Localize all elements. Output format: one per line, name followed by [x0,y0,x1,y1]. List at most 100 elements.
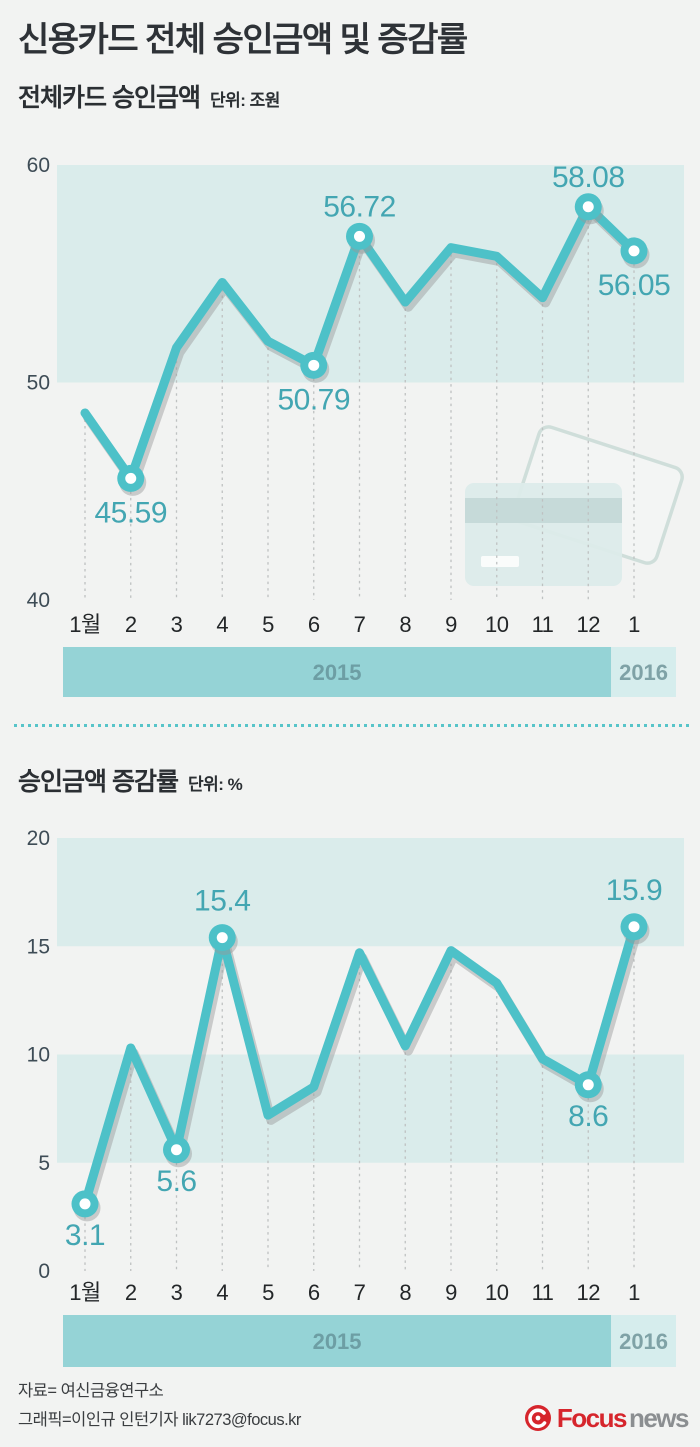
graphic-credit: 그래픽=이인규 인턴기자 lik7273@focus.kr [18,1411,301,1429]
x-tick-label: 8 [399,1280,411,1305]
chart2-header: 승인금액 증감률 단위: % [18,762,243,798]
data-point-marker [208,924,236,952]
y-tick-label: 60 [27,154,50,177]
data-point-label: 5.6 [156,1165,196,1198]
data-point-marker-center [628,921,640,933]
y-tick-label: 5 [38,1152,50,1175]
focusnews-logo-icon [524,1405,551,1431]
x-tick-label: 10 [485,612,509,637]
data-point-marker [71,1190,99,1218]
x-tick-label: 12 [577,612,601,637]
data-point-marker-center [582,201,594,213]
data-point-marker-center [354,230,365,242]
data-point-marker [620,913,648,941]
data-point-label: 50.79 [277,383,350,416]
marker-shadow [119,468,147,496]
x-tick-label: 1 [628,1280,640,1305]
data-point-label: 58.08 [552,161,625,194]
x-tick-label: 10 [485,1280,509,1305]
data-point-marker-center [171,1144,182,1156]
x-tick-label: 1월 [69,612,100,637]
data-point-marker [346,222,373,250]
x-tick-label: 9 [445,1280,457,1305]
data-point-marker-center [216,932,228,944]
year-band-2015 [63,647,612,697]
x-tick-label: 4 [216,612,228,637]
data-point-label: 45.59 [94,496,167,529]
data-point-label: 8.6 [568,1100,608,1133]
y-tick-label: 15 [27,935,50,958]
data-point-marker-center [582,1079,594,1091]
x-tick-label: 4 [216,1280,228,1305]
data-point-label: 15.4 [194,885,250,918]
year-band-2016 [611,647,676,697]
page-title: 신용카드 전체 승인금액 및 증감률 [18,21,468,59]
x-tick-label: 12 [577,1280,601,1305]
x-tick-label: 8 [399,612,411,637]
data-point-label: 56.72 [323,190,396,223]
y-tick-label: 0 [38,1260,50,1283]
marker-shadow [348,226,375,254]
marker-shadow [210,928,238,956]
data-point-marker-center [308,359,320,371]
source-credit: 자료= 여신금융연구소 [18,1382,164,1400]
marker-shadow [73,1194,101,1222]
card-magnetic-stripe [465,498,622,523]
data-point-marker-center [79,1198,91,1210]
credit-card-back [512,425,684,565]
focusnews-logo: Focus news [524,1402,690,1434]
credit-card-front [465,483,622,586]
chart2-unit-label: 단위: % [187,775,243,794]
x-tick-label: 1월 [69,1280,100,1305]
chart1-header: 전체카드 승인금액 단위: 조원 [18,78,280,114]
series-line [80,202,639,483]
x-tick-label: 2 [125,1280,137,1305]
data-point-marker-center [125,472,137,484]
y-tick-label: 10 [27,1044,50,1067]
year-band-label: 2016 [619,660,668,685]
section-separator [14,724,690,727]
chart2-title: 승인금액 증감률 [18,768,179,796]
y-tick-label: 50 [27,372,50,395]
x-tick-label: 7 [354,1280,366,1305]
data-point-marker [574,193,602,221]
marker-shadow [576,1075,604,1103]
card-signature-box [481,556,519,567]
x-tick-label: 2 [125,612,137,637]
x-tick-label: 6 [308,612,320,637]
plot-band [57,838,684,947]
marker-shadow [165,1140,192,1168]
data-point-label: 3.1 [65,1219,105,1252]
marker-shadow [302,355,330,383]
y-tick-label: 40 [27,589,50,612]
x-tick-label: 3 [171,612,183,637]
data-point-marker [620,237,648,265]
x-tick-label: 1 [628,612,640,637]
series-line [80,922,639,1209]
x-tick-label: 11 [532,1280,554,1305]
year-band-label: 2016 [619,1329,668,1354]
series-line-shadow [83,207,642,489]
x-tick-label: 9 [445,612,457,637]
chart1-unit-label: 단위: 조원 [209,91,280,110]
x-tick-label: 5 [262,1280,274,1305]
credit-card-illustration [465,425,684,586]
data-point-marker [300,351,328,379]
x-tick-label: 5 [262,612,274,637]
x-tick-label: 11 [532,612,554,637]
plot-band [57,165,684,383]
logo-text-focus: Focus [556,1402,628,1433]
year-band-2016 [611,1315,676,1367]
x-tick-label: 7 [354,612,366,637]
data-point-marker [117,464,145,492]
year-band-2015 [63,1315,612,1367]
plot-bands-layer [57,165,684,1163]
year-band-label: 2015 [313,660,362,685]
series-line-shadow [83,927,642,1214]
year-band-label: 2015 [313,1329,362,1354]
marker-shadow [622,241,650,269]
data-point-label: 56.05 [598,269,671,302]
marker-shadow [622,917,650,945]
